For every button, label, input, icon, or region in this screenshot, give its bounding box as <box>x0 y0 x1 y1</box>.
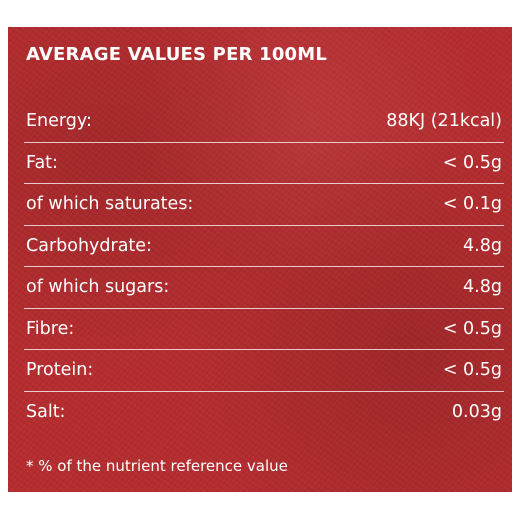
nutrient-label: Fat: <box>26 152 58 173</box>
nutrient-label: Fibre: <box>26 318 75 339</box>
nutrient-row-fat: Fat: < 0.5g <box>24 141 504 184</box>
nutrient-row-sugars: of which sugars: 4.8g <box>24 266 504 308</box>
footnote: * % of the nutrient reference value <box>26 457 288 475</box>
nutrient-row-carbohydrate: Carbohydrate: 4.8g <box>24 224 504 267</box>
nutrient-row-saturates: of which saturates: < 0.1g <box>24 183 504 225</box>
nutrient-value: 4.8g <box>463 235 502 256</box>
nutrient-value: < 0.5g <box>442 152 502 173</box>
nutrient-label: of which saturates: <box>26 194 194 215</box>
nutrient-label: Salt: <box>26 401 66 422</box>
nutrient-label: Carbohydrate: <box>26 235 152 256</box>
nutrient-table: Energy: 88KJ (21kcal) Fat: < 0.5g of whi… <box>24 100 504 432</box>
nutrient-label: Energy: <box>26 110 92 131</box>
nutrient-value: < 0.1g <box>442 194 502 215</box>
nutrient-value: 0.03g <box>451 401 502 422</box>
nutrition-panel: AVERAGE VALUES PER 100ML Energy: 88KJ (2… <box>8 27 512 492</box>
panel-heading: AVERAGE VALUES PER 100ML <box>26 44 328 65</box>
nutrient-row-salt: Salt: 0.03g <box>24 390 504 433</box>
nutrient-value: 88KJ (21kcal) <box>386 110 502 131</box>
nutrient-value: < 0.5g <box>442 318 502 339</box>
nutrient-value: 4.8g <box>463 277 502 298</box>
nutrient-row-fibre: Fibre: < 0.5g <box>24 307 504 350</box>
nutrient-label: Protein: <box>26 360 94 381</box>
nutrient-label: of which sugars: <box>26 277 170 298</box>
nutrient-row-protein: Protein: < 0.5g <box>24 349 504 391</box>
nutrient-value: < 0.5g <box>442 360 502 381</box>
nutrient-row-energy: Energy: 88KJ (21kcal) <box>24 100 504 142</box>
